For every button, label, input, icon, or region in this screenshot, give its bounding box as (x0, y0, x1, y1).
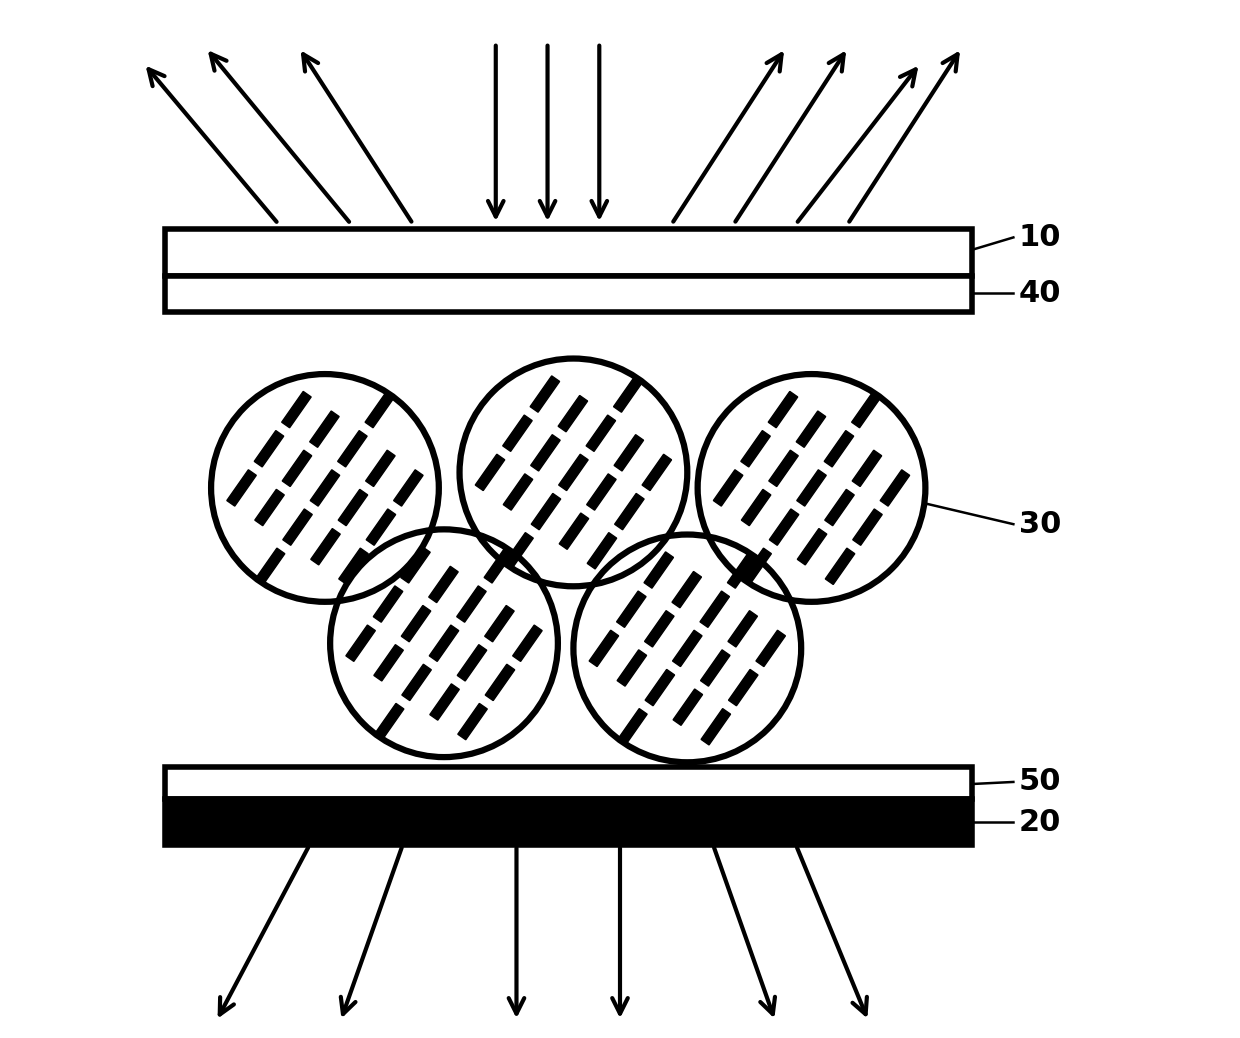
Polygon shape (512, 625, 542, 661)
Circle shape (698, 374, 925, 602)
Polygon shape (673, 689, 703, 726)
Text: 20: 20 (1018, 808, 1061, 837)
Polygon shape (456, 585, 486, 622)
Polygon shape (429, 567, 459, 603)
Polygon shape (484, 547, 513, 583)
Text: 40: 40 (1018, 279, 1061, 308)
Polygon shape (393, 470, 423, 507)
Bar (165, 276, 972, 312)
Polygon shape (559, 455, 588, 491)
Polygon shape (366, 509, 396, 545)
Polygon shape (337, 431, 367, 467)
Polygon shape (502, 415, 532, 452)
Polygon shape (713, 470, 743, 507)
Polygon shape (311, 528, 340, 565)
Polygon shape (339, 489, 368, 525)
Polygon shape (742, 548, 771, 584)
Polygon shape (618, 650, 646, 686)
Polygon shape (796, 411, 826, 447)
Polygon shape (558, 395, 588, 432)
Polygon shape (729, 670, 758, 706)
Polygon shape (614, 376, 644, 412)
Polygon shape (701, 591, 729, 627)
Polygon shape (475, 455, 505, 491)
Polygon shape (880, 470, 910, 507)
Polygon shape (254, 489, 284, 525)
Polygon shape (728, 552, 756, 589)
Polygon shape (458, 704, 487, 740)
Polygon shape (672, 572, 702, 608)
Polygon shape (615, 493, 644, 529)
Polygon shape (402, 605, 430, 641)
Polygon shape (587, 415, 615, 452)
Polygon shape (503, 532, 533, 569)
Polygon shape (458, 645, 487, 681)
Circle shape (330, 529, 558, 757)
Polygon shape (283, 509, 312, 545)
Bar (165, 767, 972, 798)
Polygon shape (701, 650, 730, 686)
Circle shape (573, 535, 801, 762)
Circle shape (460, 358, 687, 586)
Polygon shape (402, 664, 432, 701)
Polygon shape (310, 470, 340, 507)
Text: 10: 10 (1018, 223, 1061, 252)
Polygon shape (430, 684, 459, 720)
Polygon shape (797, 528, 827, 565)
Polygon shape (742, 489, 771, 525)
Polygon shape (503, 473, 533, 510)
Polygon shape (401, 547, 430, 583)
Polygon shape (701, 709, 730, 745)
Polygon shape (485, 605, 515, 641)
Polygon shape (365, 391, 394, 428)
Polygon shape (769, 391, 797, 428)
Polygon shape (769, 450, 799, 487)
Polygon shape (852, 391, 882, 428)
Polygon shape (531, 493, 560, 529)
Polygon shape (740, 431, 770, 467)
Polygon shape (728, 610, 758, 647)
Polygon shape (614, 435, 644, 471)
Polygon shape (346, 625, 376, 661)
Polygon shape (373, 645, 403, 681)
Text: 50: 50 (1018, 767, 1061, 796)
Polygon shape (852, 450, 882, 487)
Polygon shape (853, 509, 882, 545)
Polygon shape (254, 431, 284, 467)
Polygon shape (588, 532, 616, 569)
Bar (165, 798, 972, 845)
Circle shape (211, 374, 439, 602)
Polygon shape (374, 704, 404, 740)
Polygon shape (255, 548, 285, 584)
Polygon shape (429, 625, 459, 661)
Polygon shape (339, 548, 368, 584)
Polygon shape (769, 509, 799, 545)
Polygon shape (531, 376, 559, 412)
Polygon shape (281, 391, 311, 428)
Polygon shape (485, 664, 515, 701)
Polygon shape (616, 591, 646, 627)
Polygon shape (366, 450, 396, 487)
Polygon shape (618, 709, 647, 745)
Polygon shape (227, 470, 257, 507)
Polygon shape (642, 455, 672, 491)
Polygon shape (645, 610, 675, 647)
Polygon shape (826, 548, 854, 584)
Polygon shape (531, 435, 560, 471)
Polygon shape (644, 552, 673, 589)
Polygon shape (587, 473, 616, 510)
Polygon shape (283, 450, 311, 487)
Polygon shape (589, 630, 619, 666)
Polygon shape (559, 513, 589, 549)
Text: 30: 30 (1018, 510, 1061, 539)
Polygon shape (825, 431, 853, 467)
Polygon shape (373, 585, 403, 622)
Bar (165, 229, 972, 276)
Polygon shape (672, 630, 702, 666)
Polygon shape (645, 670, 675, 706)
Polygon shape (797, 470, 826, 507)
Polygon shape (756, 630, 785, 666)
Polygon shape (310, 411, 340, 447)
Polygon shape (825, 489, 854, 525)
